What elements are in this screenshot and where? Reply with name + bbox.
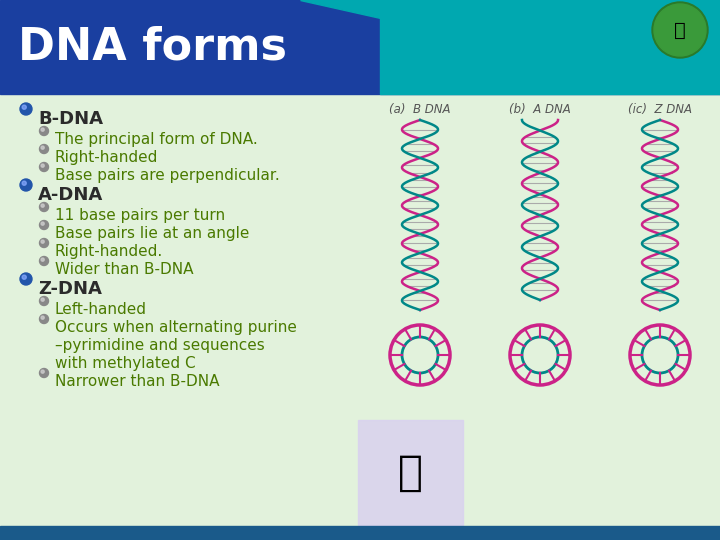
Circle shape [654,4,706,56]
Circle shape [22,181,27,185]
Text: Left-handed: Left-handed [55,302,147,317]
Text: (b)  A DNA: (b) A DNA [509,103,571,116]
Circle shape [20,273,32,285]
Circle shape [41,222,44,225]
Circle shape [41,298,44,301]
Circle shape [41,164,44,167]
Circle shape [22,275,27,279]
Text: Base pairs lie at an angle: Base pairs lie at an angle [55,226,249,241]
Text: Base pairs are perpendicular.: Base pairs are perpendicular. [55,168,280,183]
Text: Z-DNA: Z-DNA [38,280,102,298]
Circle shape [40,163,48,172]
Bar [0,526,720,540]
Circle shape [40,126,48,136]
Text: 🏛: 🏛 [674,21,686,39]
Circle shape [20,179,32,191]
Circle shape [40,220,48,230]
Bar [358,420,463,525]
Bar [0,0,720,94]
Bar [380,0,720,94]
Circle shape [40,314,48,323]
Circle shape [41,258,44,261]
Text: 11 base pairs per turn: 11 base pairs per turn [55,208,225,223]
Text: The principal form of DNA.: The principal form of DNA. [55,132,258,147]
Text: Narrower than B-DNA: Narrower than B-DNA [55,374,220,389]
Circle shape [41,370,44,373]
Circle shape [41,240,44,243]
Circle shape [41,204,44,207]
Text: Occurs when alternating purine: Occurs when alternating purine [55,320,297,335]
Circle shape [22,105,27,109]
Circle shape [652,2,708,58]
Polygon shape [300,0,720,94]
Text: (a)  B DNA: (a) B DNA [390,103,451,116]
Text: (ic)  Z DNA: (ic) Z DNA [628,103,692,116]
Text: Right-handed: Right-handed [55,150,158,165]
Circle shape [40,145,48,153]
Text: –pyrimidine and sequences: –pyrimidine and sequences [55,338,265,353]
Text: A-DNA: A-DNA [38,186,103,204]
Circle shape [41,128,44,131]
Text: B-DNA: B-DNA [38,110,103,128]
Circle shape [40,256,48,266]
Circle shape [40,296,48,306]
Text: Wider than B-DNA: Wider than B-DNA [55,262,194,277]
Circle shape [40,239,48,247]
Text: 🧬: 🧬 [397,452,423,494]
Text: Right-handed.: Right-handed. [55,244,163,259]
Circle shape [41,146,44,149]
Circle shape [41,316,44,319]
Circle shape [40,202,48,212]
Text: DNA forms: DNA forms [18,25,287,69]
Circle shape [20,103,32,115]
Circle shape [40,368,48,377]
Text: with methylated C: with methylated C [55,356,196,371]
